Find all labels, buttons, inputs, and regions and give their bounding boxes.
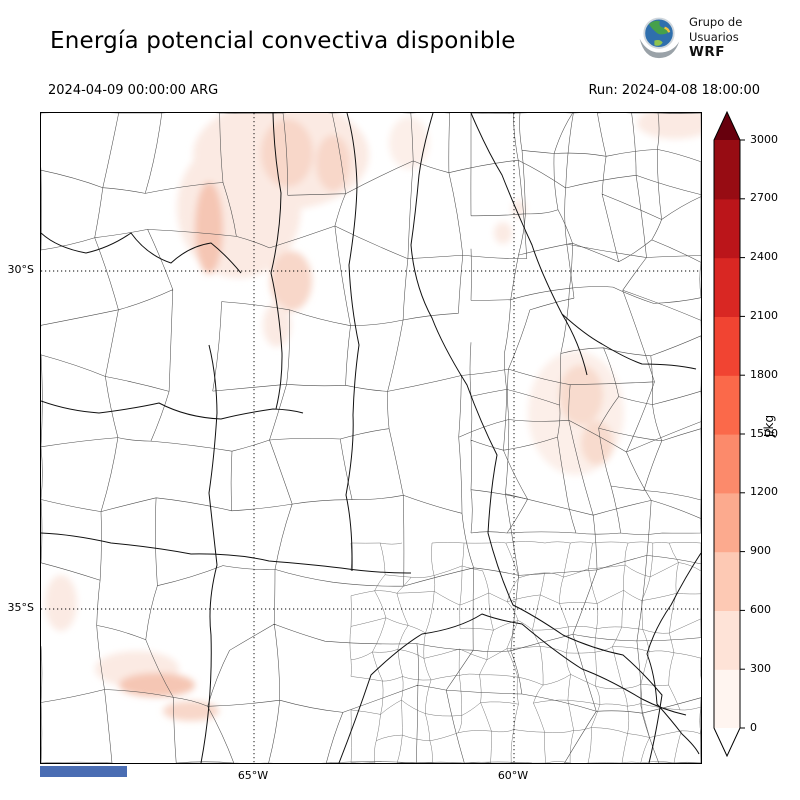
colorbar-unit-label: J/kg bbox=[762, 414, 777, 438]
gridlines bbox=[41, 113, 701, 763]
colorbar-tick-label: 2700 bbox=[750, 191, 778, 205]
logo-text-line2: Usuarios bbox=[689, 29, 739, 44]
province-boundaries bbox=[41, 113, 701, 763]
colorbar: 3000 2700 2400 2100 1800 1500 1200 900 600 300 0 bbox=[712, 111, 798, 773]
colorbar-tick-label: 1500 bbox=[750, 426, 778, 440]
cape-shading bbox=[45, 113, 701, 721]
lat-label-30s: 30°S bbox=[7, 263, 34, 276]
colorbar-tick-label: 600 bbox=[750, 602, 771, 616]
logo-text: Grupo de Usuarios WRF bbox=[689, 15, 742, 61]
map-panel bbox=[40, 112, 702, 764]
colorbar-tick-label: 1200 bbox=[750, 485, 778, 499]
wrf-logo: Grupo de Usuarios WRF bbox=[636, 13, 742, 63]
run-time-label: Run: 2024-04-08 18:00:00 bbox=[588, 83, 760, 98]
globe-icon bbox=[636, 13, 682, 63]
colorbar-scale bbox=[713, 111, 745, 757]
logo-text-line1: Grupo de bbox=[689, 15, 743, 30]
page-title: Energía potencial convectiva disponible bbox=[50, 28, 516, 54]
colorbar-tick-label: 300 bbox=[750, 661, 771, 675]
lon-label-60w: 60°W bbox=[497, 769, 529, 782]
logo-text-wrf: WRF bbox=[689, 43, 726, 60]
lat-label-35s: 35°S bbox=[7, 601, 34, 614]
colorbar-tick-label: 2400 bbox=[750, 250, 778, 264]
colorbar-tick-label: 0 bbox=[750, 720, 757, 734]
department-boundaries bbox=[41, 113, 701, 763]
footer-bar bbox=[40, 766, 127, 777]
valid-time-label: 2024-04-09 00:00:00 ARG bbox=[48, 83, 219, 98]
colorbar-tick-label: 1800 bbox=[750, 367, 778, 381]
lon-label-65w: 65°W bbox=[237, 769, 269, 782]
colorbar-tick-label: 3000 bbox=[750, 132, 778, 146]
colorbar-tick-label: 2100 bbox=[750, 308, 778, 322]
map-canvas bbox=[41, 113, 701, 763]
colorbar-tick-label: 900 bbox=[750, 544, 771, 558]
